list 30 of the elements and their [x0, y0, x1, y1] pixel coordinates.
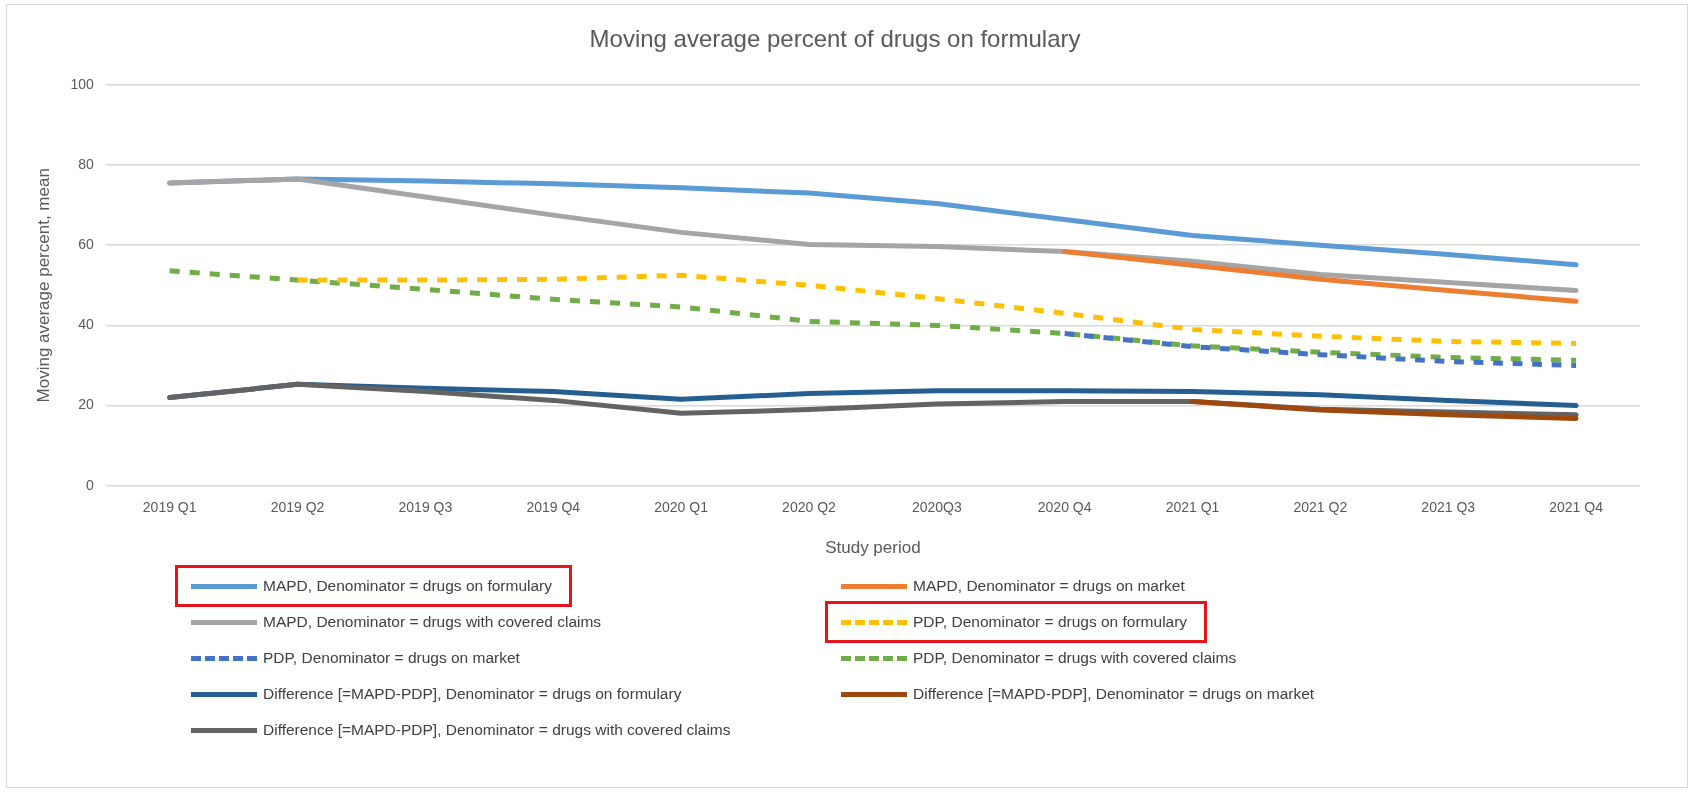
y-axis-title: Moving average percent, mean	[33, 168, 53, 403]
x-tick-label: 2019 Q4	[526, 499, 581, 516]
x-tick-label: 2020 Q1	[654, 499, 709, 516]
legend-label: MAPD, Denominator = drugs with covered claims	[263, 613, 602, 631]
y-tick-label: 60	[78, 236, 94, 253]
x-tick-label: 2020 Q2	[782, 499, 837, 516]
x-tick-label: 2019 Q3	[398, 499, 453, 516]
legend-label: PDP, Denominator = drugs on market	[263, 649, 520, 667]
x-tick-label: 2021 Q3	[1421, 499, 1476, 516]
legend-label: MAPD, Denominator = drugs on market	[913, 577, 1185, 595]
x-tick-label: 2021 Q1	[1165, 499, 1220, 516]
legend-label: PDP, Denominator = drugs with covered claims	[913, 649, 1237, 667]
legend-label: MAPD, Denominator = drugs on formulary	[263, 577, 553, 595]
x-tick-label: 2021 Q4	[1549, 499, 1604, 516]
y-tick-label: 40	[78, 316, 94, 333]
y-tick-label: 0	[85, 476, 94, 493]
legend-label: Difference [=MAPD-PDP], Denominator = drugs on formulary	[263, 685, 682, 703]
x-axis-title: Study period	[825, 538, 921, 558]
chart-title: Moving average percent of drugs on formulary	[589, 25, 1081, 53]
y-tick-label: 100	[70, 75, 94, 92]
x-tick-label: 2021 Q2	[1293, 499, 1348, 516]
y-tick-label: 20	[78, 396, 94, 413]
y-tick-label: 80	[78, 155, 94, 172]
x-tick-label: 2020Q3	[911, 499, 962, 516]
legend-label: Difference [=MAPD-PDP], Denominator = drugs with covered claims	[263, 721, 731, 739]
legend-label: PDP, Denominator = drugs on formulary	[913, 613, 1188, 631]
x-tick-label: 2020 Q4	[1037, 499, 1092, 516]
legend-label: Difference [=MAPD-PDP], Denominator = drugs on market	[913, 685, 1315, 703]
x-tick-label: 2019 Q1	[142, 499, 197, 516]
x-tick-label: 2019 Q2	[270, 499, 325, 516]
